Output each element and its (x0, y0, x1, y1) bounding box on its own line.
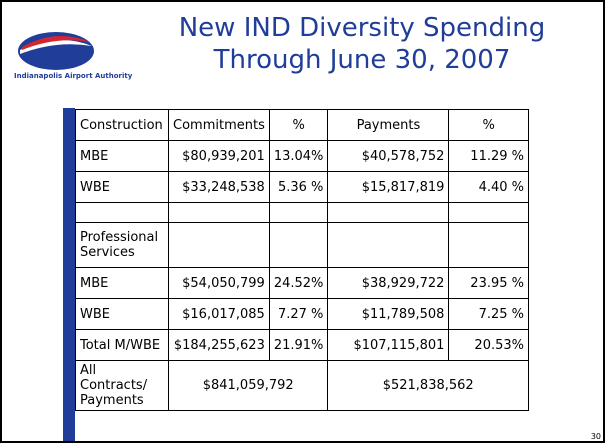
cell: 11.29 % (448, 140, 529, 172)
spending-table: Construction Commitments % Payments % MB… (75, 109, 529, 411)
row: Professional Services (75, 222, 529, 268)
cell: MBE (75, 267, 169, 299)
header-cell: % (268, 109, 329, 141)
cell: 23.95 % (448, 267, 529, 299)
row: WBE $16,017,085 7.27 % $11,789,508 7.25 … (75, 298, 529, 330)
page-number: 30 (590, 432, 601, 441)
cell: $16,017,085 (168, 298, 270, 330)
cell: 7.25 % (448, 298, 529, 330)
row: All Contracts/ Payments $841,059,792 $52… (75, 360, 529, 411)
cell: $521,838,562 (327, 360, 529, 411)
cell (268, 202, 329, 223)
row: MBE $54,050,799 24.52% $38,929,722 23.95… (75, 267, 529, 299)
cell: $80,939,201 (168, 140, 270, 172)
cell: $107,115,801 (327, 329, 450, 361)
cell: $54,050,799 (168, 267, 270, 299)
cell: $11,789,508 (327, 298, 450, 330)
cell: 20.53% (448, 329, 529, 361)
header-cell: Commitments (168, 109, 270, 141)
cell (268, 222, 329, 268)
header-row: Construction Commitments % Payments % (75, 109, 529, 141)
title: New IND Diversity Spending Through June … (122, 12, 602, 76)
cell: 7.27 % (268, 298, 329, 330)
logo-text: Indianapolis Airport Authority (14, 72, 133, 80)
cell: WBE (75, 171, 169, 203)
cell (327, 202, 450, 223)
row: MBE $80,939,201 13.04% $40,578,752 11.29… (75, 140, 529, 172)
title-line: New IND Diversity Spending (178, 13, 546, 43)
cell (448, 202, 529, 223)
header-cell: Construction (75, 109, 169, 141)
cell: Professional Services (75, 222, 169, 268)
cell (75, 202, 169, 223)
cell (327, 222, 450, 268)
cell (168, 202, 270, 223)
cell: $184,255,623 (168, 329, 270, 361)
blank-row (75, 202, 529, 223)
cell: 13.04% (268, 140, 329, 172)
cell: $33,248,538 (168, 171, 270, 203)
cell: $40,578,752 (327, 140, 450, 172)
cell: 24.52% (268, 267, 329, 299)
row: Total M/WBE $184,255,623 21.91% $107,115… (75, 329, 529, 361)
cell: MBE (75, 140, 169, 172)
cell: $38,929,722 (327, 267, 450, 299)
cell (168, 222, 270, 268)
cell: 21.91% (268, 329, 329, 361)
title-line: Through June 30, 2007 (213, 45, 511, 75)
cell: WBE (75, 298, 169, 330)
cell: 4.40 % (448, 171, 529, 203)
cell: All Contracts/ Payments (75, 360, 169, 411)
logo (18, 32, 94, 70)
cell: $15,817,819 (327, 171, 450, 203)
cell: $841,059,792 (167, 360, 329, 411)
header-cell: % (448, 109, 529, 141)
cell: 5.36 % (268, 171, 329, 203)
header-cell: Payments (327, 109, 450, 141)
accent-bar (63, 108, 75, 441)
cell: Total M/WBE (75, 329, 169, 361)
cell (448, 222, 529, 268)
row: WBE $33,248,538 5.36 % $15,817,819 4.40 … (75, 171, 529, 203)
